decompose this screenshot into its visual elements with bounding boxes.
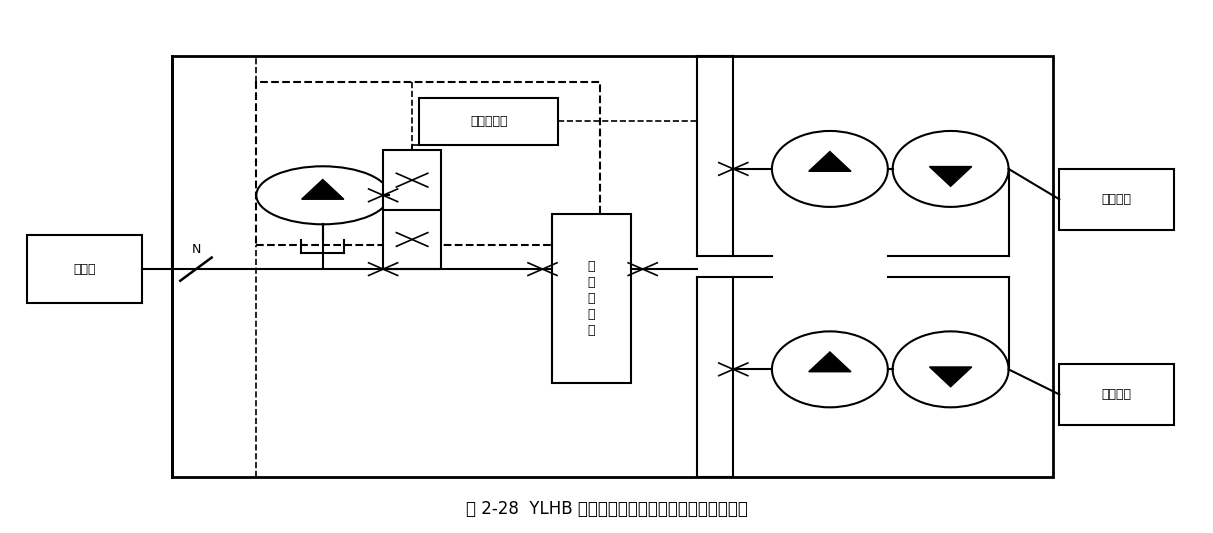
Text: 液压控制阀: 液压控制阀	[469, 115, 507, 128]
Polygon shape	[929, 166, 972, 187]
Text: 工作机械: 工作机械	[1101, 193, 1132, 206]
Polygon shape	[929, 367, 972, 387]
Bar	[27, 235, 142, 303]
Text: 工作机械: 工作机械	[1101, 388, 1132, 401]
Text: N: N	[192, 243, 200, 256]
Polygon shape	[809, 151, 852, 171]
Bar	[1059, 364, 1174, 425]
Bar	[1059, 169, 1174, 230]
Bar	[172, 55, 1053, 478]
Polygon shape	[302, 180, 343, 199]
Text: 图 2-28  YLHB 型液压离合器泵站操纵马达原理示意图: 图 2-28 YLHB 型液压离合器泵站操纵马达原理示意图	[466, 500, 747, 518]
Bar	[420, 98, 558, 145]
Bar	[256, 82, 600, 245]
Text: 液
压
离
合
器: 液 压 离 合 器	[587, 260, 596, 337]
Bar	[552, 214, 631, 383]
Text: 原动机: 原动机	[73, 263, 96, 276]
Polygon shape	[809, 352, 852, 372]
Bar	[383, 150, 442, 269]
